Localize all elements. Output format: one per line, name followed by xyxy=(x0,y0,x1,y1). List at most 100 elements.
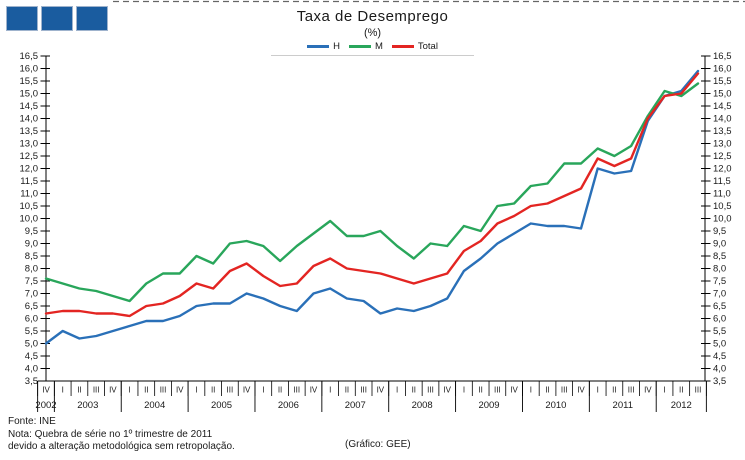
y-label-right: 5,0 xyxy=(713,339,726,350)
y-label-right: 9,0 xyxy=(713,239,726,250)
quarter-label: III xyxy=(227,386,234,395)
y-label-right: 13,5 xyxy=(713,126,732,137)
quarter-label: IV xyxy=(377,386,385,395)
y-label-left: 16,0 xyxy=(20,64,39,75)
y-label-left: 10,0 xyxy=(20,214,39,225)
y-label-left: 11,5 xyxy=(20,176,38,187)
quarter-label: II xyxy=(412,386,416,395)
year-label: 2006 xyxy=(278,400,299,411)
legend-item-H: H xyxy=(307,41,340,52)
legend-items: H M Total xyxy=(271,41,474,56)
quarter-label: II xyxy=(77,386,81,395)
quarter-label: II xyxy=(278,386,282,395)
y-label-right: 6,0 xyxy=(713,314,726,325)
y-label-left: 8,5 xyxy=(25,251,38,262)
legend-item-Total: Total xyxy=(391,41,438,52)
y-label-left: 13,0 xyxy=(20,139,39,150)
y-label-right: 15,5 xyxy=(713,76,732,87)
y-label-left: 12,5 xyxy=(20,151,39,162)
y-label-left: 15,5 xyxy=(20,76,39,87)
y-label-right: 14,5 xyxy=(713,101,732,112)
y-label-right: 13,0 xyxy=(713,139,732,150)
legend-swatch-Total xyxy=(391,45,414,48)
quarter-label: III xyxy=(293,386,300,395)
year-label: 2010 xyxy=(545,400,566,411)
quarter-label: III xyxy=(561,386,568,395)
y-label-right: 11,0 xyxy=(713,189,731,200)
y-label-left: 14,5 xyxy=(20,101,39,112)
legend-swatch-H xyxy=(307,45,330,48)
logo-square xyxy=(6,6,38,31)
series-line-H xyxy=(44,69,700,345)
y-label-right: 4,5 xyxy=(713,351,726,362)
quarter-label: III xyxy=(494,386,501,395)
legend: H M Total xyxy=(0,41,745,56)
y-label-right: 10,5 xyxy=(713,201,732,212)
quarter-label: II xyxy=(345,386,349,395)
y-label-left: 16,5 xyxy=(20,51,39,62)
year-label: 2002 xyxy=(35,400,56,411)
y-label-right: 5,5 xyxy=(713,326,726,337)
y-label-right: 10,0 xyxy=(713,214,732,225)
quarter-label: II xyxy=(612,386,616,395)
quarter-label: I xyxy=(62,386,64,395)
quarter-label: I xyxy=(262,386,264,395)
legend-label-H: H xyxy=(333,41,340,52)
year-label: 2012 xyxy=(671,400,692,411)
quarter-label: III xyxy=(93,386,100,395)
y-label-right: 8,0 xyxy=(713,264,726,275)
y-label-right: 16,0 xyxy=(713,64,732,75)
y-label-right: 7,0 xyxy=(713,289,726,300)
y-label-left: 6,5 xyxy=(25,301,38,312)
quarter-label: IV xyxy=(243,386,251,395)
year-label: 2007 xyxy=(345,400,366,411)
legend-item-M: M xyxy=(348,41,383,52)
series-line-Total xyxy=(44,72,700,318)
quarter-label: IV xyxy=(310,386,318,395)
quarter-label: II xyxy=(211,386,215,395)
y-label-left: 12,0 xyxy=(20,164,39,175)
y-label-left: 7,5 xyxy=(25,276,38,287)
logo-square xyxy=(41,6,73,31)
quarter-label: I xyxy=(396,386,398,395)
credit-text: (Gráfico: GEE) xyxy=(345,439,411,450)
quarter-label: IV xyxy=(176,386,184,395)
y-label-left: 14,0 xyxy=(20,114,39,125)
y-label-right: 4,0 xyxy=(713,364,726,375)
quarter-label: III xyxy=(695,386,702,395)
year-label: 2008 xyxy=(412,400,433,411)
quarter-label: I xyxy=(128,386,130,395)
quarter-label: I xyxy=(530,386,532,395)
note-line-2: devido a alteração metodológica sem retr… xyxy=(8,441,235,452)
y-label-left: 15,0 xyxy=(20,89,39,100)
y-label-left: 4,5 xyxy=(25,351,38,362)
quarter-label: IV xyxy=(577,386,585,395)
quarter-label: I xyxy=(597,386,599,395)
year-label: 2011 xyxy=(613,400,633,411)
y-label-right: 15,0 xyxy=(713,89,732,100)
legend-label-Total: Total xyxy=(417,41,438,52)
year-label: 2003 xyxy=(77,400,98,411)
logo-squares xyxy=(6,6,108,31)
quarter-label: III xyxy=(427,386,434,395)
quarter-label: IV xyxy=(42,386,50,395)
y-label-right: 3,5 xyxy=(713,376,726,387)
quarter-label: II xyxy=(478,386,482,395)
quarter-label: I xyxy=(663,386,665,395)
y-label-left: 11,0 xyxy=(20,189,38,200)
y-label-right: 12,0 xyxy=(713,164,732,175)
y-label-right: 6,5 xyxy=(713,301,726,312)
quarter-label: III xyxy=(360,386,367,395)
legend-swatch-M xyxy=(348,45,371,48)
y-label-right: 7,5 xyxy=(713,276,726,287)
y-label-right: 11,5 xyxy=(713,176,731,187)
quarter-label: II xyxy=(545,386,549,395)
y-label-right: 14,0 xyxy=(713,114,732,125)
quarter-label: IV xyxy=(510,386,518,395)
y-label-left: 9,0 xyxy=(25,239,38,250)
y-label-left: 4,0 xyxy=(25,364,38,375)
year-label: 2009 xyxy=(478,400,499,411)
source-text: Fonte: INE xyxy=(8,416,56,427)
quarter-label: IV xyxy=(109,386,117,395)
